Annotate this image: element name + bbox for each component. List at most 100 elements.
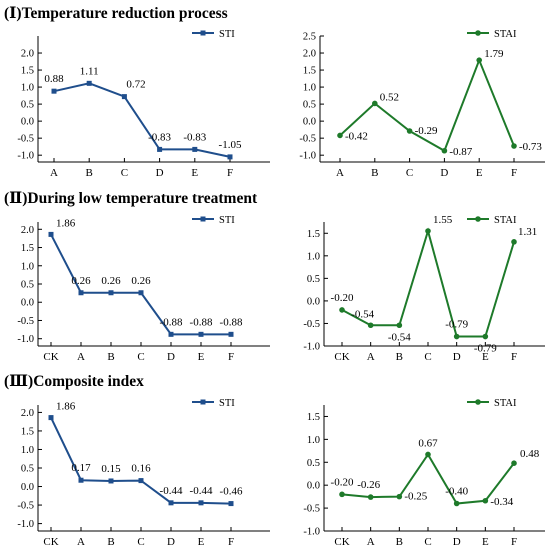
- data-label: 0.17: [71, 462, 91, 474]
- x-tick-label: F: [511, 351, 517, 363]
- data-point: [396, 493, 403, 500]
- data-point: [48, 415, 54, 421]
- data-label: -0.88: [190, 316, 213, 328]
- x-tick-label: E: [482, 351, 489, 363]
- data-label: -0.44: [190, 485, 213, 497]
- data-point: [337, 132, 343, 139]
- legend-label: STAI: [494, 29, 517, 40]
- data-point: [453, 500, 460, 507]
- data-label: 0.15: [101, 463, 121, 475]
- data-label: 0.26: [101, 275, 121, 287]
- section-title-1: (Ⅰ)Temperature reduction process: [4, 5, 228, 22]
- x-tick-label: F: [228, 536, 234, 548]
- y-tick-label: 0.0: [21, 117, 34, 128]
- x-tick-label: E: [191, 167, 198, 179]
- x-tick-label: CK: [43, 536, 58, 548]
- data-point: [482, 497, 489, 504]
- y-tick-label: 2.0: [21, 225, 34, 236]
- data-point: [406, 128, 413, 134]
- x-tick-label: E: [198, 351, 205, 363]
- x-tick-label: CK: [334, 536, 349, 548]
- data-point: [168, 331, 174, 337]
- y-tick-label: 0.5: [21, 280, 34, 291]
- legend-marker: [200, 399, 206, 405]
- data-point: [198, 500, 204, 506]
- data-point: [441, 147, 448, 154]
- x-tick-label: D: [453, 351, 461, 363]
- y-tick-label: 1.0: [307, 251, 320, 262]
- y-tick-label: -0.5: [303, 319, 320, 330]
- data-label: -0.20: [331, 292, 354, 304]
- data-label: 1.31: [518, 226, 537, 238]
- legend-marker: [475, 30, 481, 36]
- legend-label: STAI: [494, 215, 517, 226]
- data-label: 1.86: [56, 217, 76, 229]
- data-label: 1.79: [484, 48, 504, 60]
- y-tick-label: 1.5: [21, 243, 34, 254]
- y-tick-label: 1.5: [307, 412, 320, 423]
- y-tick-label: 0.0: [307, 296, 320, 307]
- y-tick-label: 0.0: [21, 298, 34, 309]
- data-point: [108, 290, 114, 296]
- data-label: -0.83: [148, 131, 171, 143]
- y-tick-label: 2.5: [303, 32, 316, 43]
- x-tick-label: A: [367, 536, 375, 548]
- data-label: 1.55: [433, 214, 453, 226]
- data-label: -1.05: [219, 139, 242, 151]
- data-point: [228, 331, 234, 337]
- x-tick-label: C: [137, 536, 144, 548]
- data-label: -0.79: [474, 343, 497, 355]
- data-point: [138, 290, 144, 296]
- data-point: [453, 333, 460, 340]
- data-label: -0.40: [445, 486, 468, 498]
- data-label: 1.86: [56, 401, 76, 413]
- legend-label: STAI: [494, 398, 517, 409]
- x-tick-label: E: [476, 167, 483, 179]
- y-tick-label: -1.0: [303, 342, 320, 353]
- x-tick-label: F: [228, 351, 234, 363]
- x-tick-label: E: [482, 536, 489, 548]
- y-tick-label: 1.5: [21, 426, 34, 437]
- y-tick-label: -1.0: [299, 151, 316, 162]
- data-point: [396, 322, 403, 329]
- y-tick-label: 0.5: [307, 274, 320, 285]
- data-point: [511, 239, 517, 245]
- data-label: 1.11: [80, 65, 99, 77]
- x-tick-label: C: [424, 351, 431, 363]
- x-tick-label: A: [336, 167, 344, 179]
- y-tick-label: 0.0: [21, 482, 34, 493]
- x-tick-label: F: [227, 167, 233, 179]
- data-point: [367, 494, 374, 500]
- data-label: -0.54: [388, 331, 411, 343]
- y-tick-label: 1.0: [307, 435, 320, 446]
- x-tick-label: C: [424, 536, 431, 548]
- x-tick-label: D: [167, 351, 175, 363]
- y-tick-label: 1.0: [21, 261, 34, 272]
- data-label: -0.79: [445, 319, 468, 331]
- data-label: -0.20: [331, 476, 354, 488]
- data-label: -0.26: [357, 479, 380, 491]
- series-line-sti: [53, 82, 231, 158]
- y-tick-label: 2.0: [21, 408, 34, 419]
- data-point: [511, 143, 517, 149]
- data-label: -0.54: [351, 308, 374, 320]
- data-point: [198, 331, 204, 337]
- data-point: [192, 146, 198, 152]
- legend-marker: [475, 399, 481, 405]
- data-label: 0.48: [520, 448, 540, 460]
- y-tick-label: 1.0: [21, 445, 34, 456]
- x-tick-label: CK: [43, 351, 58, 363]
- y-tick-label: 1.5: [303, 66, 316, 77]
- x-tick-label: B: [396, 536, 403, 548]
- data-point: [138, 478, 144, 484]
- data-point: [228, 501, 234, 507]
- y-tick-label: -0.5: [17, 134, 34, 145]
- series-line-stai: [339, 57, 515, 153]
- data-label: 0.67: [418, 437, 438, 449]
- data-label: -0.87: [449, 146, 472, 158]
